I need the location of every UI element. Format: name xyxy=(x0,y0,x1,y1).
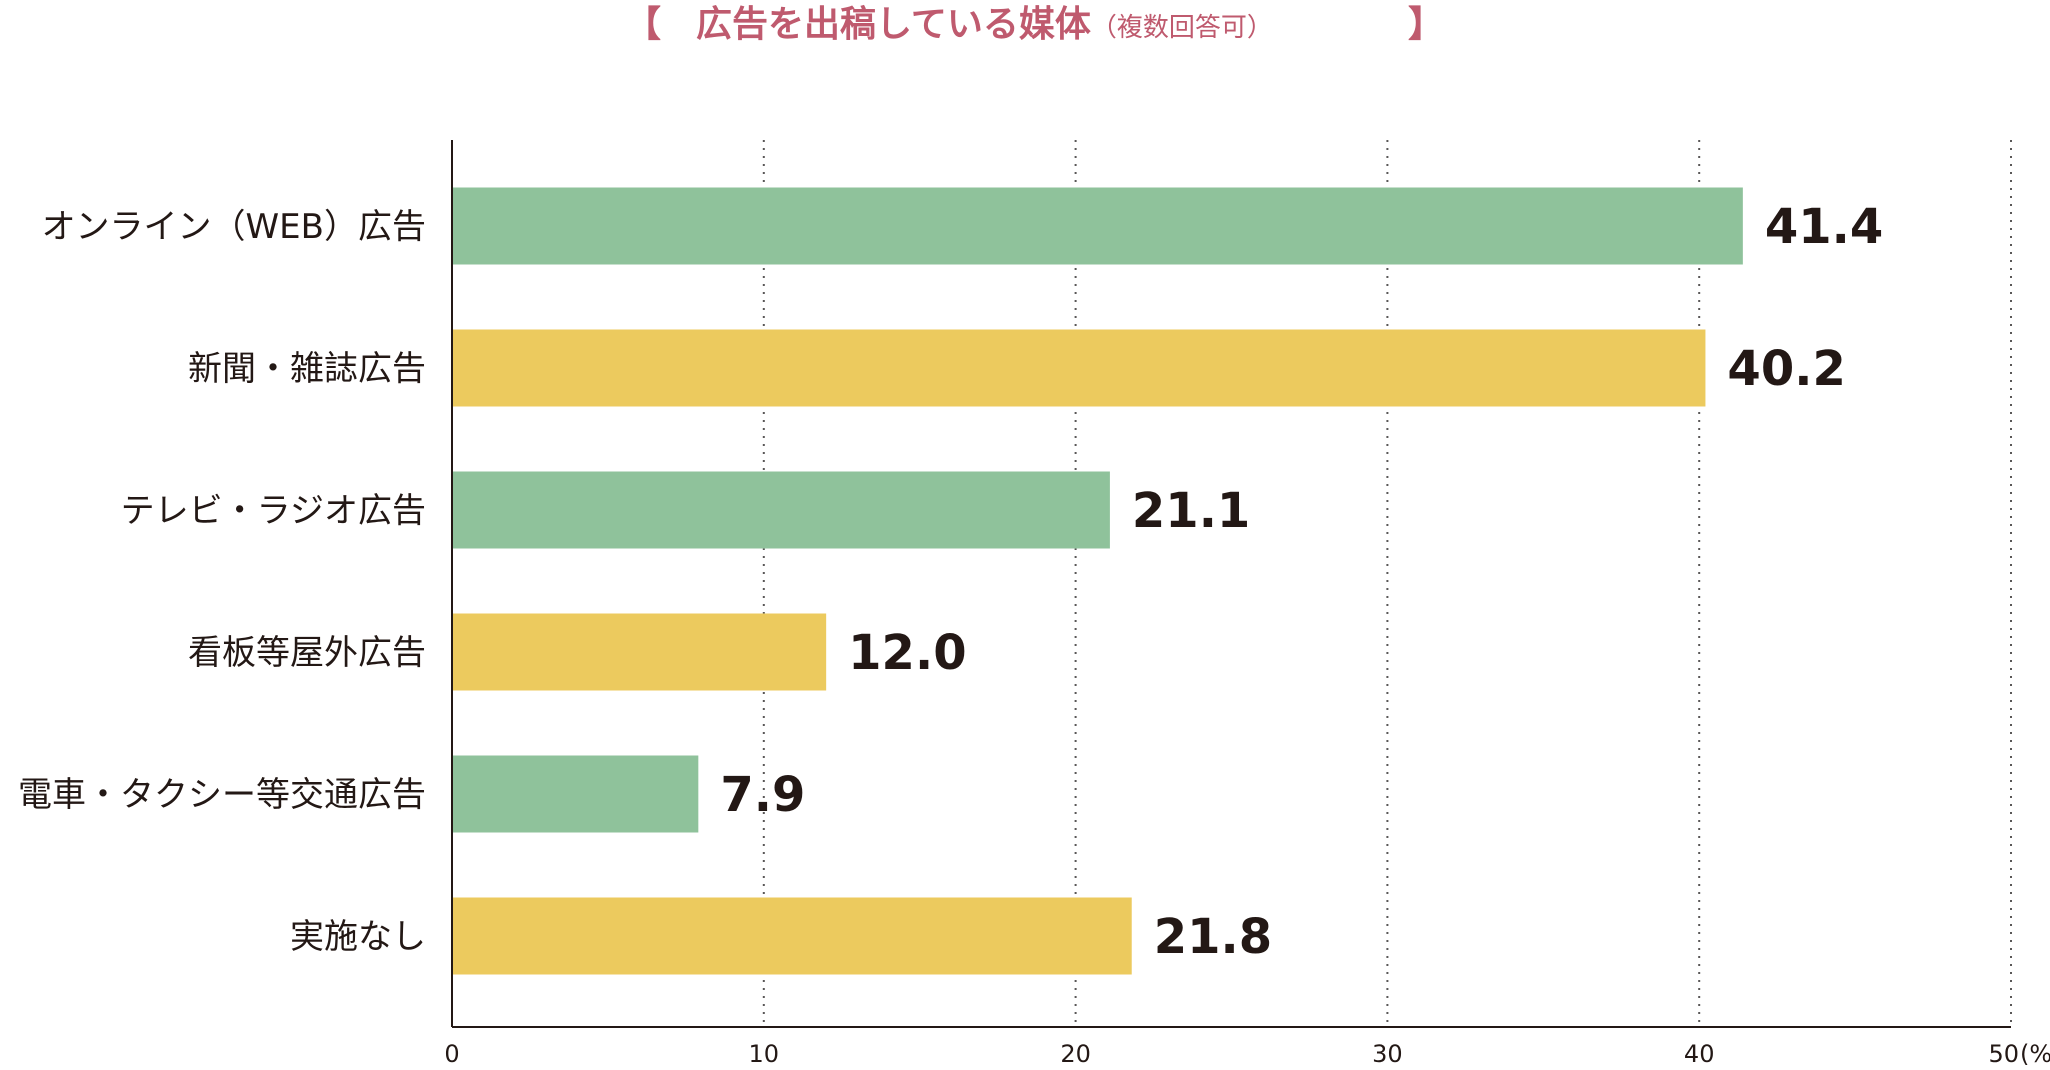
x-tick-label-0: 0 xyxy=(444,1040,459,1068)
chart-title: 【 広告を出稿している媒体（複数回答可） 】 xyxy=(625,4,1444,45)
bar-6 xyxy=(452,897,1132,975)
title-line: 広告を出稿している媒体（複数回答可） xyxy=(696,4,1273,45)
category-label-6: 実施なし xyxy=(290,917,426,957)
value-label-4: 12.0 xyxy=(848,625,966,681)
category-label-3: テレビ・ラジオ広告 xyxy=(121,491,426,531)
x-tick-label-40: 40 xyxy=(1684,1040,1715,1068)
value-label-3: 21.1 xyxy=(1132,483,1250,539)
value-label-5: 7.9 xyxy=(720,767,805,823)
grid-lines xyxy=(762,140,2012,1027)
bar-5 xyxy=(452,755,699,833)
x-tick-labels: 0 10 20 30 40 50 xyxy=(444,1040,2019,1068)
value-label-1: 41.4 xyxy=(1765,199,1883,255)
bar-2 xyxy=(452,329,1706,407)
category-label-4: 看板等屋外広告 xyxy=(188,633,426,673)
x-unit-label: (%) xyxy=(2020,1040,2050,1068)
title-main: 広告を出稿している媒体 xyxy=(696,4,1091,45)
x-tick-label-50: 50 xyxy=(1988,1040,2019,1068)
bars xyxy=(452,187,1743,975)
bar-1 xyxy=(452,187,1743,265)
title-bracket-left: 【 xyxy=(625,4,661,45)
axes xyxy=(451,140,2011,1028)
value-label-2: 40.2 xyxy=(1727,341,1845,397)
value-label-6: 21.8 xyxy=(1154,909,1272,965)
x-tick-label-30: 30 xyxy=(1372,1040,1403,1068)
value-labels: 41.4 40.2 21.1 12.0 7.9 21.8 xyxy=(720,199,1883,965)
category-labels: オンライン（WEB）広告新聞・雑誌広告テレビ・ラジオ広告看板等屋外広告電車・タク… xyxy=(18,207,426,957)
x-tick-label-20: 20 xyxy=(1060,1040,1091,1068)
bar-3 xyxy=(452,471,1110,549)
title-note: （複数回答可） xyxy=(1091,13,1273,43)
category-label-1: オンライン（WEB）広告 xyxy=(42,207,426,247)
title-bracket-right: 】 xyxy=(1408,4,1444,45)
category-label-5: 電車・タクシー等交通広告 xyxy=(18,775,426,815)
bar-4 xyxy=(452,613,827,691)
category-label-2: 新聞・雑誌広告 xyxy=(188,349,426,389)
x-tick-label-10: 10 xyxy=(749,1040,780,1068)
